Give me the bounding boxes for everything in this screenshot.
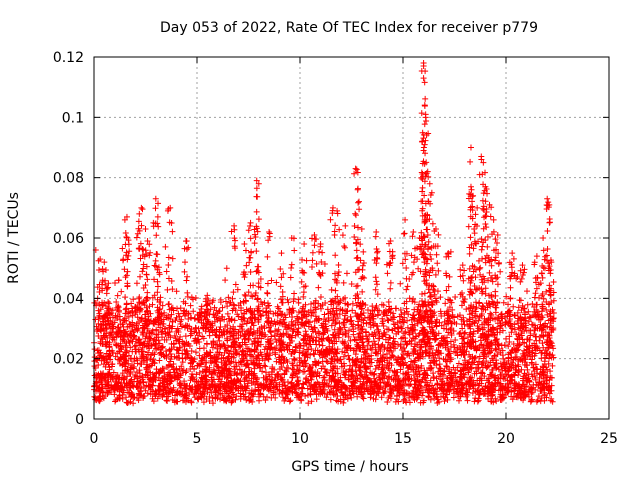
data-point bbox=[482, 183, 489, 190]
data-point bbox=[445, 250, 452, 257]
chart-title: Day 053 of 2022, Rate Of TEC Index for r… bbox=[160, 20, 538, 36]
data-point bbox=[470, 192, 477, 199]
data-point bbox=[301, 241, 308, 248]
data-point bbox=[255, 180, 262, 187]
data-point bbox=[474, 204, 481, 211]
x-tick-label: 10 bbox=[291, 431, 309, 447]
scatter-cloud bbox=[91, 68, 557, 407]
y-tick-label: 0.12 bbox=[53, 50, 84, 66]
x-tick-label: 25 bbox=[600, 431, 618, 447]
data-point bbox=[334, 207, 341, 214]
y-tick-label: 0.02 bbox=[53, 352, 84, 368]
data-point bbox=[420, 63, 427, 70]
data-point bbox=[138, 204, 145, 211]
data-point bbox=[358, 225, 365, 232]
data-point bbox=[121, 216, 128, 223]
data-point bbox=[424, 168, 431, 175]
data-point bbox=[342, 222, 349, 229]
y-tick-label: 0.06 bbox=[53, 231, 84, 247]
data-point bbox=[241, 241, 248, 248]
data-point bbox=[509, 250, 516, 257]
data-point bbox=[105, 280, 112, 287]
data-point bbox=[410, 228, 417, 235]
data-point bbox=[288, 235, 295, 241]
data-point bbox=[519, 262, 526, 269]
y-axis-label: ROTI / TECUs bbox=[6, 192, 22, 284]
data-point bbox=[533, 253, 540, 260]
data-point bbox=[154, 213, 161, 220]
data-point bbox=[467, 183, 474, 190]
data-point bbox=[420, 147, 427, 154]
x-tick-label: 20 bbox=[497, 431, 515, 447]
data-point bbox=[183, 238, 190, 245]
data-point bbox=[490, 216, 497, 223]
data-point bbox=[459, 262, 466, 269]
data-point bbox=[278, 250, 285, 257]
data-point bbox=[486, 201, 493, 208]
x-axis-label: GPS time / hours bbox=[291, 459, 408, 475]
data-point bbox=[266, 228, 273, 235]
data-point bbox=[416, 235, 423, 241]
data-point bbox=[142, 225, 149, 232]
y-tick-label: 0.04 bbox=[53, 291, 84, 307]
data-points bbox=[91, 60, 557, 407]
data-point bbox=[420, 75, 427, 82]
data-point bbox=[144, 238, 151, 245]
x-tick-label: 5 bbox=[193, 431, 202, 447]
data-point bbox=[97, 256, 104, 263]
data-point bbox=[422, 114, 429, 121]
data-point bbox=[544, 195, 551, 202]
data-point bbox=[548, 259, 555, 266]
data-point bbox=[329, 204, 336, 211]
data-point bbox=[480, 159, 487, 166]
data-point bbox=[167, 204, 174, 211]
data-point bbox=[123, 213, 130, 220]
data-point bbox=[546, 201, 553, 208]
data-point bbox=[317, 241, 324, 248]
data-point bbox=[467, 144, 474, 151]
data-point bbox=[247, 219, 254, 226]
data-point bbox=[387, 238, 394, 245]
data-point bbox=[402, 216, 409, 223]
data-point bbox=[540, 235, 547, 241]
y-tick-label: 0.1 bbox=[62, 110, 84, 126]
y-tick-label: 0 bbox=[75, 412, 84, 428]
y-tick-label: 0.08 bbox=[53, 171, 84, 187]
data-point bbox=[426, 180, 433, 187]
data-point bbox=[478, 153, 485, 160]
data-point bbox=[115, 277, 122, 284]
data-point bbox=[428, 189, 435, 196]
axis-ticks: 0 5 10 15 20 25 0 0.02 0.04 0.06 0.08 0.1 0.12 bbox=[53, 50, 618, 447]
data-point bbox=[231, 222, 238, 229]
data-point bbox=[152, 195, 159, 202]
data-point bbox=[354, 186, 361, 193]
x-tick-label: 15 bbox=[394, 431, 412, 447]
data-point bbox=[432, 225, 439, 232]
data-point bbox=[494, 231, 501, 238]
data-point bbox=[204, 292, 211, 299]
data-point bbox=[373, 228, 380, 235]
data-point bbox=[311, 231, 318, 238]
x-tick-label: 0 bbox=[90, 431, 99, 447]
data-point bbox=[136, 210, 143, 217]
data-point bbox=[352, 165, 359, 172]
data-point bbox=[253, 177, 260, 184]
data-point bbox=[101, 259, 108, 266]
